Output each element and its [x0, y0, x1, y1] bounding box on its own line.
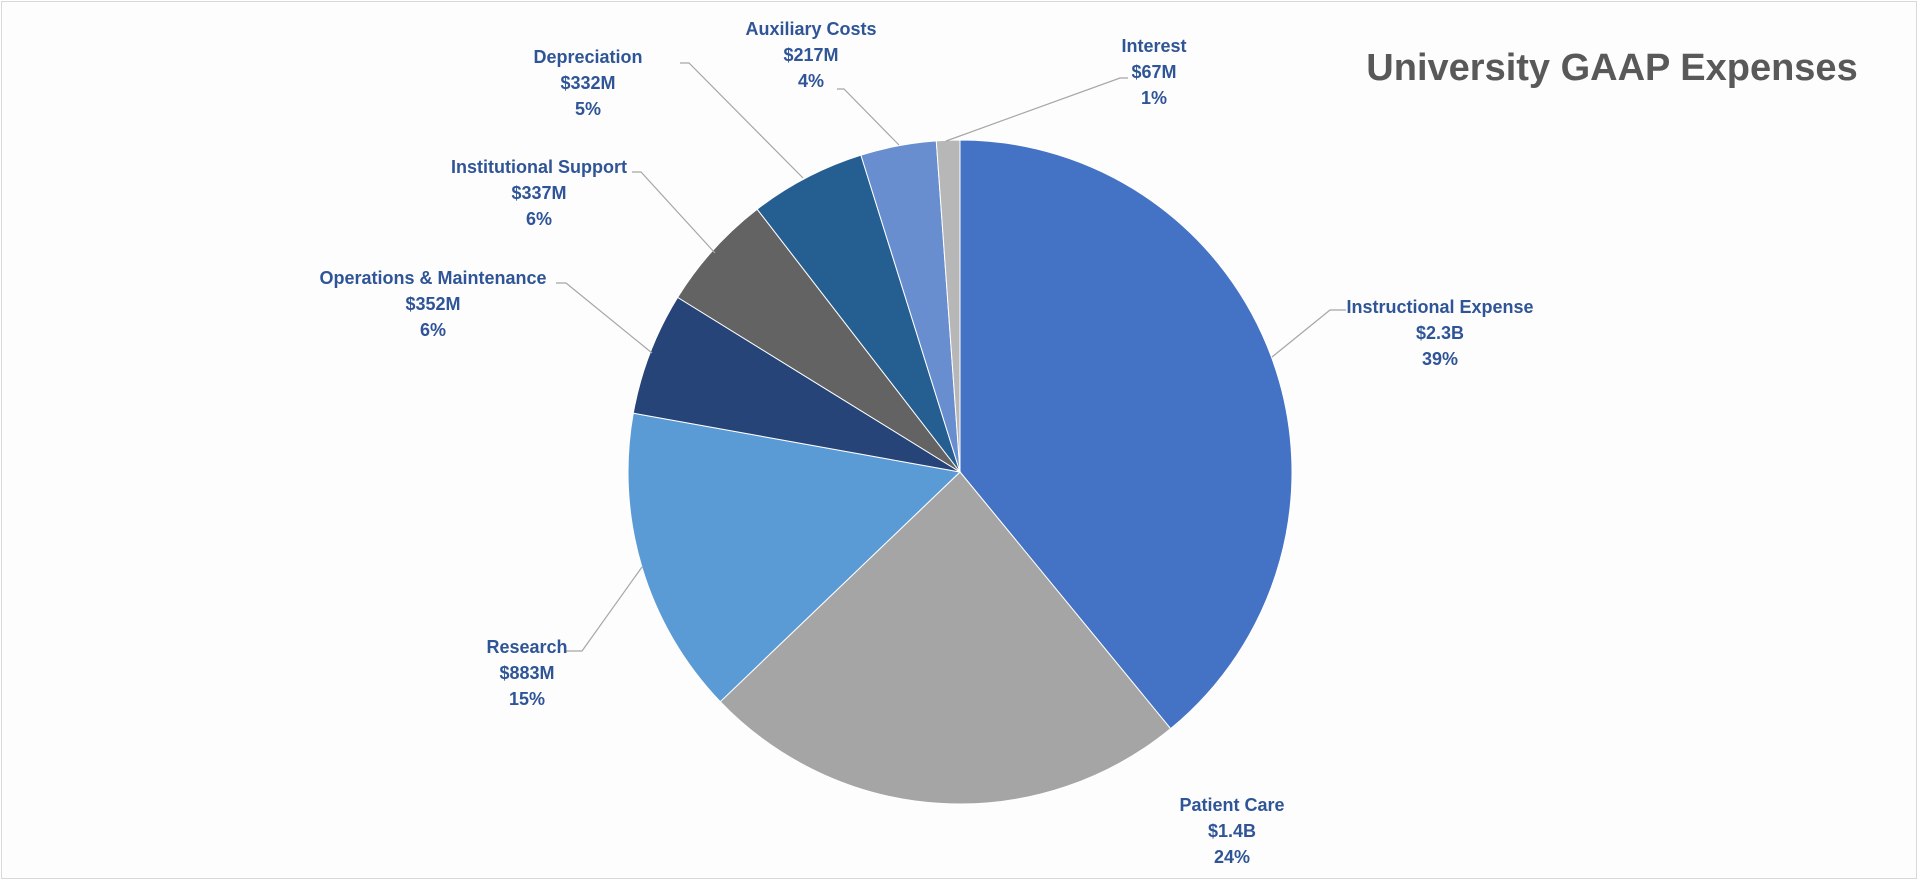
leader-lines — [556, 62, 1346, 652]
data-label-name: Patient Care — [1179, 795, 1284, 815]
data-label-percent: 6% — [420, 320, 446, 340]
pie-slice-patient-care — [719, 471, 1172, 805]
data-label-patient-care: Patient Care $1.4B 24% — [1179, 795, 1284, 867]
data-labels: Instructional Expense $2.3B 39% Patient Car… — [319, 19, 1533, 867]
data-label-name: Depreciation — [533, 47, 642, 67]
data-label-name: Interest — [1121, 36, 1186, 56]
data-label-percent: 4% — [798, 71, 824, 91]
data-label-value: $1.4B — [1208, 821, 1256, 841]
data-label-instructional-expense: Instructional Expense $2.3B 39% — [1346, 297, 1533, 369]
leader-line-institutional-support — [632, 171, 716, 254]
data-label-value: $337M — [511, 183, 566, 203]
data-label-percent: 24% — [1214, 847, 1250, 867]
leader-line-operations-and-maintenance — [556, 282, 653, 354]
data-label-research: Research $883M 15% — [486, 637, 567, 709]
leader-line-research — [566, 566, 643, 652]
data-label-value: $217M — [783, 45, 838, 65]
data-label-name: Auxiliary Costs — [745, 19, 876, 39]
data-label-auxiliary-costs: Auxiliary Costs $217M 4% — [745, 19, 876, 91]
data-label-name: Instructional Expense — [1346, 297, 1533, 317]
data-label-depreciation: Depreciation $332M 5% — [533, 47, 642, 119]
leader-line-instructional-expense — [1271, 309, 1346, 358]
data-label-percent: 39% — [1422, 349, 1458, 369]
data-label-percent: 6% — [526, 209, 552, 229]
leader-line-depreciation — [680, 62, 804, 179]
data-label-value: $2.3B — [1416, 323, 1464, 343]
data-label-interest: Interest $67M 1% — [1121, 36, 1186, 108]
leader-line-interest — [945, 77, 1128, 142]
pie-slice-operations-and-maintenance — [632, 296, 961, 473]
data-label-institutional-support: Institutional Support $337M 6% — [451, 157, 627, 229]
data-label-percent: 5% — [575, 99, 601, 119]
data-label-name: Research — [486, 637, 567, 657]
pie-slice-research — [627, 412, 962, 703]
pie-slice-instructional-expense — [959, 139, 1293, 730]
data-label-value: $67M — [1131, 62, 1176, 82]
data-label-value: $883M — [499, 663, 554, 683]
chart-title: University GAAP Expenses — [1366, 47, 1857, 89]
leader-line-auxiliary-costs — [837, 88, 900, 146]
pie-slices — [627, 139, 1293, 805]
data-label-value: $332M — [560, 73, 615, 93]
data-label-name: Institutional Support — [451, 157, 627, 177]
data-label-percent: 15% — [509, 689, 545, 709]
data-label-value: $352M — [405, 294, 460, 314]
data-label-operations-and-maintenance: Operations & Maintenance $352M 6% — [319, 268, 546, 340]
data-label-name: Operations & Maintenance — [319, 268, 546, 288]
data-label-percent: 1% — [1141, 88, 1167, 108]
